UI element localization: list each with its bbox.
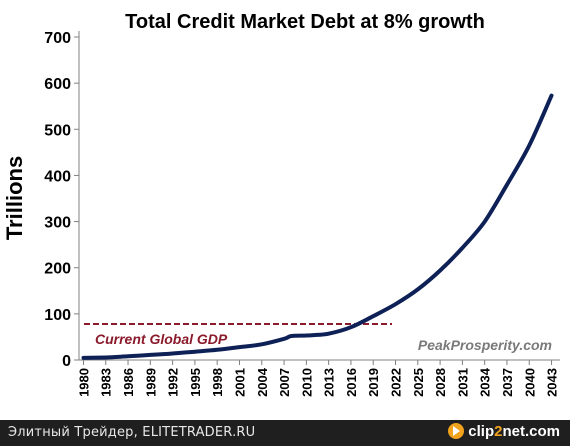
brand-prefix: clip	[468, 423, 495, 440]
footer-caption: Элитный Трейдер, ELITETRADER.RU	[8, 425, 256, 440]
y-tick-label: 0	[62, 353, 71, 370]
x-tick-label: 2031	[455, 368, 470, 397]
footer-bar: Элитный Трейдер, ELITETRADER.RU clip2net…	[0, 420, 570, 446]
x-tick-label: 2016	[344, 368, 359, 397]
x-tick-label: 2001	[232, 368, 247, 397]
x-tick-label: 1995	[188, 368, 203, 397]
watermark: PeakProsperity.com	[418, 337, 552, 353]
chart-title: Total Credit Market Debt at 8% growth	[125, 11, 485, 33]
x-tick-label: 2034	[478, 367, 493, 397]
x-tick-label: 2007	[277, 368, 292, 397]
y-tick-label: 400	[44, 168, 71, 185]
x-tick-label: 2010	[299, 368, 314, 397]
x-tick-label: 1992	[166, 368, 181, 397]
play-icon	[448, 423, 465, 439]
y-tick-label: 600	[44, 76, 71, 93]
y-tick-label: 100	[44, 307, 71, 324]
x-tick-label: 1986	[121, 368, 136, 397]
brand-suffix: net.com	[502, 423, 560, 440]
series-layer	[81, 93, 554, 360]
y-axis-label: Trillions	[2, 156, 27, 240]
y-tick-label: 200	[44, 261, 71, 278]
y-axis-ticks: 0 100 200 300 400 500 600 700	[44, 30, 79, 370]
x-axis-ticks: 1980 1983 1986 1989 1992 1995 1998 2001 2004 2007…	[76, 360, 560, 397]
axes	[78, 31, 560, 361]
x-tick-label: 2004	[255, 367, 270, 397]
x-tick-label: 2043	[545, 368, 560, 397]
x-tick-label: 2022	[389, 368, 404, 397]
x-tick-label: 2019	[366, 368, 381, 397]
x-tick-label: 2040	[522, 368, 537, 397]
x-tick-label: 2037	[500, 368, 515, 397]
x-tick-label: 1998	[210, 368, 225, 397]
clip2net-logo: clip2net.com	[448, 423, 560, 440]
reference-line-layer: Current Global GDP	[84, 323, 392, 347]
debt-series-line	[81, 93, 554, 360]
y-tick-label: 500	[44, 122, 71, 139]
x-tick-label: 2028	[433, 368, 448, 397]
y-tick-label: 300	[44, 215, 71, 232]
x-tick-label: 2025	[411, 368, 426, 397]
x-tick-label: 1980	[76, 368, 91, 397]
x-tick-label: 1989	[143, 368, 158, 397]
y-tick-label: 700	[44, 30, 71, 47]
x-tick-label: 1983	[99, 368, 114, 397]
credit-debt-chart: Total Credit Market Debt at 8% growth Tr…	[2, 11, 560, 397]
x-tick-label: 2013	[322, 368, 337, 397]
brand-digit: 2	[494, 423, 503, 440]
gdp-reference-label: Current Global GDP	[95, 331, 228, 347]
